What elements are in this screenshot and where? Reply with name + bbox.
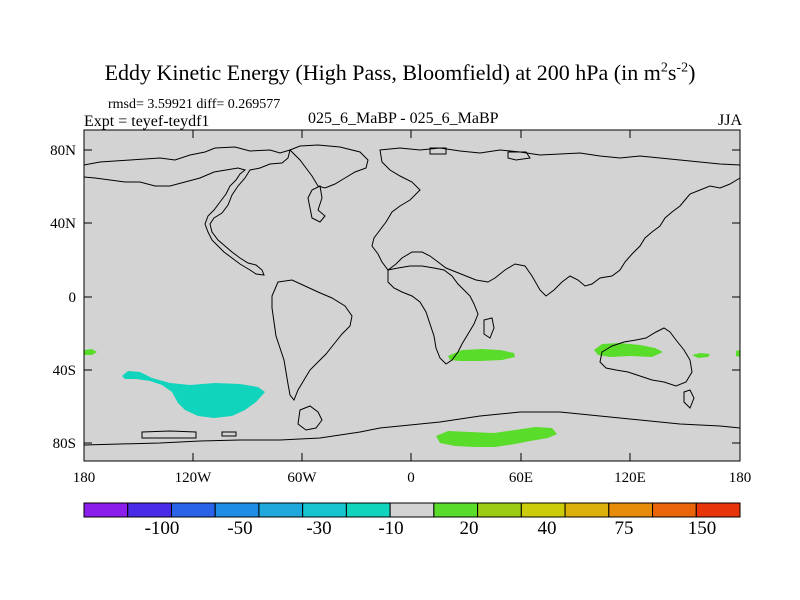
colorbar-swatch <box>389 502 435 518</box>
lat-label-0: 0 <box>69 290 77 306</box>
coastlines <box>83 144 741 446</box>
title-sup1: 2 <box>660 60 668 76</box>
africa-coast <box>387 265 479 365</box>
lon-label-180w: 180 <box>73 470 96 486</box>
hudson-coast <box>307 185 326 223</box>
title-sup2: -2 <box>676 60 689 76</box>
south-america-coast <box>271 279 353 401</box>
lon-label-120e: 120E <box>614 470 646 486</box>
plot-title: Eddy Kinetic Energy (High Pass, Bloomfie… <box>0 60 800 86</box>
title-main: Eddy Kinetic Energy (High Pass, Bloomfie… <box>104 60 661 85</box>
antarctic-peninsula-coast <box>297 405 323 431</box>
colorbar-swatch <box>214 502 260 518</box>
southern-ocean-green-anomaly <box>436 427 557 447</box>
colorbar-swatch <box>564 502 610 518</box>
colorbar-swatch <box>127 502 172 518</box>
eurasia-coast <box>371 147 741 297</box>
ross-sea-coast <box>141 430 197 439</box>
lon-label-120w: 120W <box>175 470 213 486</box>
colorbar-label-20: 20 <box>460 518 479 539</box>
colorbar-swatch <box>345 502 391 518</box>
season-label: JJA <box>717 112 742 129</box>
colorbar-swatch <box>477 502 522 518</box>
lat-label-40s: 40S <box>53 363 76 379</box>
lon-label-180e: 180 <box>729 470 752 486</box>
stats-text: rmsd= 3.59921 diff= 0.269577 <box>108 97 281 112</box>
small-green-patch-west <box>84 349 97 355</box>
arctic-island-1 <box>429 147 447 155</box>
map-frame <box>83 129 741 462</box>
lon-label-0: 0 <box>407 470 415 486</box>
colorbar-swatch <box>520 502 566 518</box>
australia-coast <box>599 327 693 387</box>
indian-ocean-green-anomaly <box>448 349 515 361</box>
colorbar-label-neg10: -10 <box>378 518 403 539</box>
new-zealand-coast <box>683 389 695 409</box>
greenland-coast <box>289 144 369 189</box>
colorbar <box>83 502 741 518</box>
colorbar-label-neg30: -30 <box>306 518 331 539</box>
lon-label-60w: 60W <box>287 470 317 486</box>
lat-label-40n: 40N <box>50 216 76 232</box>
colorbar-label-75: 75 <box>615 518 634 539</box>
colorbar-swatch <box>608 502 654 518</box>
colorbar-swatch <box>695 502 741 518</box>
lat-label-80n: 80N <box>50 143 76 159</box>
lat-label-80s: 80S <box>53 436 76 452</box>
colorbar-label-40: 40 <box>538 518 557 539</box>
colorbar-swatch <box>433 502 479 518</box>
center-label: 025_6_MaBP - 025_6_MaBP <box>308 110 499 127</box>
pacific-teal-anomaly <box>122 371 265 418</box>
colorbar-label-neg50: -50 <box>227 518 252 539</box>
title-mid: s <box>667 60 677 85</box>
lon-label-60e: 60E <box>509 470 533 486</box>
title-close: ) <box>688 60 696 85</box>
colorbar-label-150: 150 <box>688 518 717 539</box>
madagascar-coast <box>483 317 495 339</box>
tick-marks <box>84 130 740 461</box>
anomaly-regions <box>84 343 740 447</box>
colorbar-swatch <box>170 502 216 518</box>
antarctica-coast <box>83 411 741 446</box>
north-america-coast <box>83 146 291 276</box>
colorbar-swatch <box>258 502 304 518</box>
colorbar-swatch <box>83 502 129 518</box>
small-green-patch-edge <box>736 350 740 357</box>
colorbar-swatch <box>302 502 347 518</box>
weddell-small <box>221 431 237 437</box>
arctic-island-2 <box>507 151 531 161</box>
experiment-label: Expt = teyef-teydf1 <box>84 113 210 130</box>
colorbar-swatch <box>652 502 697 518</box>
small-green-patch-east <box>692 353 710 358</box>
colorbar-label-neg100: -100 <box>145 518 180 539</box>
